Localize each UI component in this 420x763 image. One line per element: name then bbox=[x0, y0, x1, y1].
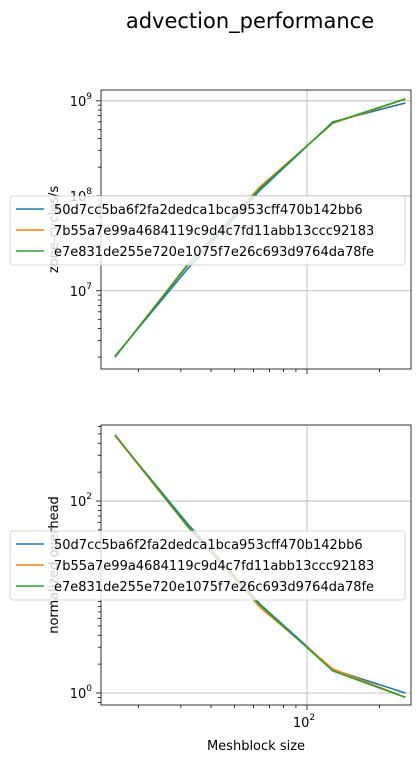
legend-entry: e7e831de255e720e1075f7e26c693d9764da78fe bbox=[54, 580, 374, 595]
legend-entry: 7b55a7e99a4684119c9d4c7fd11abb13ccc92183 bbox=[54, 224, 374, 239]
y-tick-label: 107 bbox=[70, 282, 92, 300]
chart-title: advection_performance bbox=[126, 9, 374, 34]
performance-panel: 107108109zone-cycles/s50d7cc5ba6f2fa2ded… bbox=[9, 89, 412, 374]
overhead-panel: 100102102normalized overheadMeshblock si… bbox=[9, 424, 412, 754]
minor-ticks bbox=[98, 425, 380, 708]
legend-entry: e7e831de255e720e1075f7e26c693d9764da78fe bbox=[54, 245, 374, 260]
legend: 50d7cc5ba6f2fa2dedca1bca953cff470b142bb6… bbox=[9, 530, 406, 601]
legend-box bbox=[9, 530, 406, 601]
y-tick-label: 102 bbox=[70, 492, 92, 510]
legend-entry: 50d7cc5ba6f2fa2dedca1bca953cff470b142bb6 bbox=[54, 203, 363, 218]
series-line-3 bbox=[114, 434, 406, 699]
x-axis-label: Meshblock size bbox=[207, 739, 305, 754]
legend: 50d7cc5ba6f2fa2dedca1bca953cff470b142bb6… bbox=[9, 195, 406, 266]
legend-entry: 50d7cc5ba6f2fa2dedca1bca953cff470b142bb6 bbox=[54, 538, 363, 553]
series-line-3 bbox=[114, 98, 406, 358]
y-tick-label: 100 bbox=[70, 684, 93, 702]
legend-entry: 7b55a7e99a4684119c9d4c7fd11abb13ccc92183 bbox=[54, 559, 374, 574]
legend-box bbox=[9, 195, 406, 266]
x-tick-label: 102 bbox=[293, 713, 315, 731]
y-tick-label: 109 bbox=[70, 92, 93, 110]
